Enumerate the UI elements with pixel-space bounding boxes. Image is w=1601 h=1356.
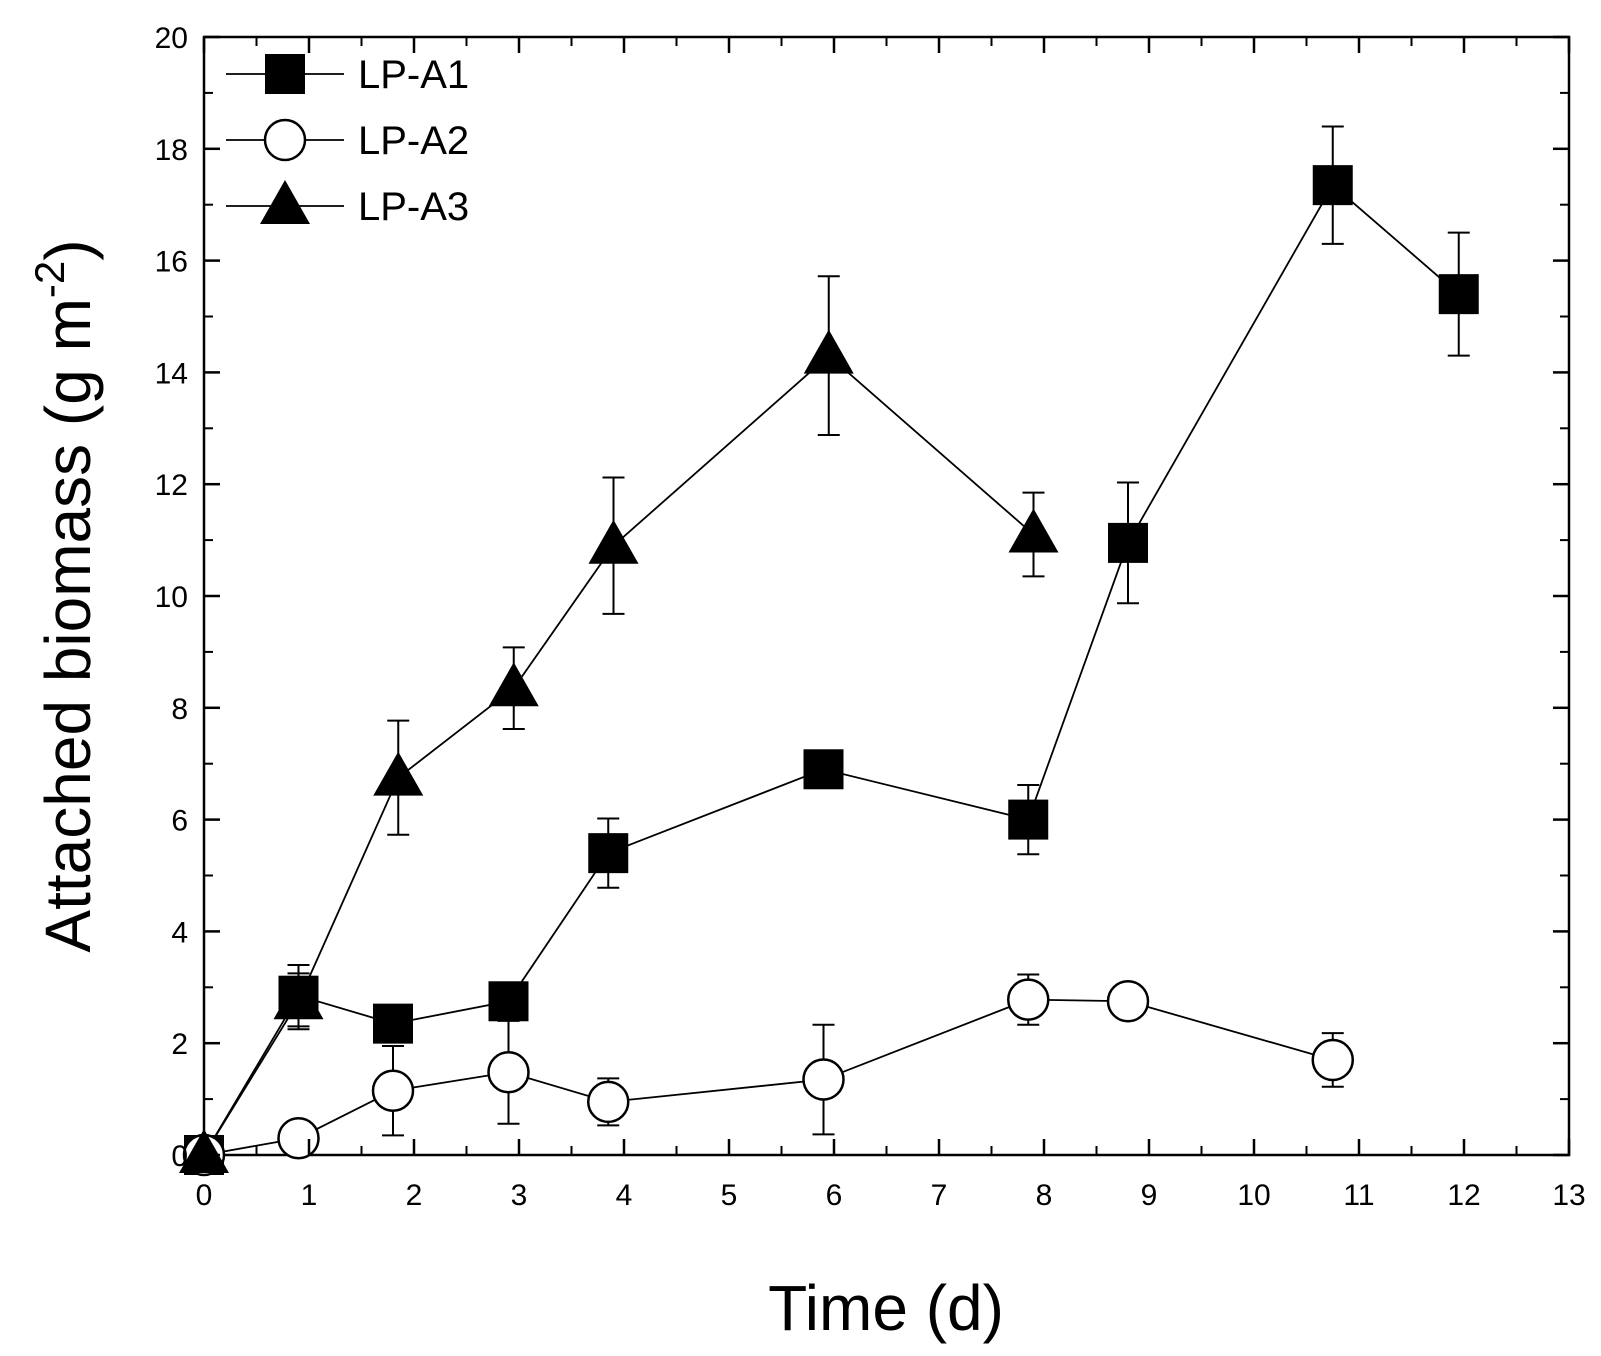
- x-axis-title: Time (d): [768, 1272, 1004, 1344]
- data-point-LP-A3: [588, 519, 639, 564]
- data-point-LP-A2: [487, 1051, 530, 1094]
- x-tick-label: 4: [616, 1179, 633, 1212]
- y-tick-label: 8: [171, 693, 188, 726]
- data-point-LP-A1: [488, 981, 529, 1022]
- y-axis-title: Attached biomass (g m-2): [26, 239, 104, 952]
- legend-label-LP-A1: LP-A1: [358, 53, 469, 97]
- data-point-LP-A2: [1106, 980, 1150, 1023]
- data-point-LP-A2: [1007, 978, 1050, 1021]
- data-point-LP-A2: [802, 1058, 845, 1101]
- x-tick-label: 1: [301, 1179, 318, 1212]
- data-point-LP-A1: [803, 749, 844, 790]
- data-point-LP-A1: [1312, 165, 1353, 206]
- x-tick-label: 3: [511, 1179, 528, 1212]
- data-point-LP-A1: [373, 1003, 413, 1044]
- x-tick-label: 8: [1036, 1179, 1053, 1212]
- x-tick-label: 5: [721, 1179, 738, 1212]
- data-point-LP-A1: [1438, 274, 1479, 315]
- legend-label-LP-A3: LP-A3: [358, 185, 469, 229]
- y-axis-title-close: ): [32, 239, 104, 260]
- x-tick-label: 12: [1447, 1179, 1480, 1212]
- x-tick-label: 11: [1343, 1179, 1374, 1212]
- data-point-LP-A3: [488, 662, 539, 707]
- legend: LP-A1 LP-A2 LP-A3: [226, 53, 469, 229]
- y-axis-title-main: Attached biomass (g m: [32, 298, 104, 953]
- data-point-LP-A2: [587, 1080, 630, 1124]
- series-line-LP-A1: [203, 183, 1460, 1156]
- x-tick-label: 10: [1237, 1179, 1270, 1212]
- y-tick-label: 2: [171, 1028, 188, 1061]
- x-tick-label: 7: [931, 1179, 948, 1212]
- x-tick-label: 2: [406, 1179, 423, 1212]
- data-point-LP-A1: [1008, 799, 1049, 840]
- data-point-LP-A3: [373, 751, 424, 796]
- y-tick-label: 0: [171, 1140, 188, 1173]
- series-line-LP-A3: [203, 354, 1035, 1156]
- error-bars: [287, 125, 1470, 1145]
- legend-marker-LP-A1: [265, 54, 305, 94]
- y-tick-label: 14: [155, 357, 188, 390]
- legend-marker-LP-A3: [260, 180, 310, 224]
- y-tick-label: 20: [155, 22, 188, 55]
- x-tick-label: 13: [1552, 1179, 1585, 1212]
- data-point-LP-A2: [1311, 1038, 1354, 1082]
- data-point-LP-A2: [371, 1069, 415, 1112]
- data-point-LP-A3: [273, 975, 324, 1020]
- data-point-LP-A3: [803, 329, 854, 374]
- series-markers: [179, 165, 1479, 1177]
- legend-label-LP-A2: LP-A2: [358, 119, 469, 163]
- y-tick-label: 6: [171, 805, 188, 838]
- y-axis-title-superscript: -2: [26, 261, 73, 298]
- x-tick-label: 0: [196, 1179, 213, 1212]
- legend-marker-LP-A2: [263, 118, 307, 162]
- data-point-LP-A3: [1008, 508, 1059, 553]
- data-point-LP-A2: [277, 1116, 320, 1160]
- y-tick-label: 10: [155, 581, 188, 614]
- y-tick-label: 4: [171, 916, 188, 949]
- data-point-LP-A1: [588, 833, 629, 874]
- y-tick-label: 12: [155, 469, 188, 502]
- x-tick-label: 9: [1141, 1179, 1158, 1212]
- y-tick-label: 18: [155, 134, 188, 167]
- data-point-LP-A1: [1108, 522, 1148, 563]
- y-tick-label: 16: [155, 246, 188, 279]
- x-tick-label: 6: [826, 1179, 843, 1212]
